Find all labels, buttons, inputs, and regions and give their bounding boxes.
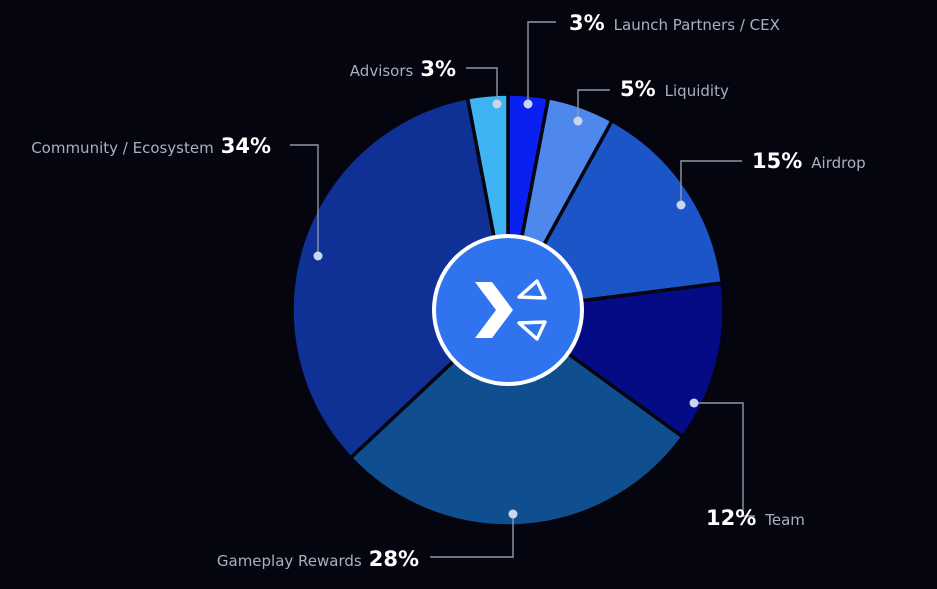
slice-percent-launch-partners: 3% — [569, 11, 605, 35]
slice-name-advisors: Advisors — [350, 62, 414, 80]
leader-dot-gameplay-rewards — [508, 509, 518, 519]
slice-label-advisors: Advisors 3% — [350, 57, 456, 81]
slice-percent-community-ecosystem: 34% — [221, 134, 271, 158]
leader-lines — [290, 21, 755, 558]
slice-label-community-ecosystem: Community / Ecosystem 34% — [31, 134, 271, 158]
slice-percent-team: 12% — [706, 506, 756, 530]
slice-labels: 3% Launch Partners / CEX 5% Liquidity 15% A… — [31, 11, 865, 571]
leader-dot-airdrop — [676, 200, 686, 210]
slice-percent-airdrop: 15% — [752, 149, 802, 173]
leader-dot-launch-partners — [523, 99, 533, 109]
slice-name-gameplay-rewards: Gameplay Rewards — [217, 552, 362, 570]
slice-label-gameplay-rewards: Gameplay Rewards 28% — [217, 547, 419, 571]
slice-name-team: Team — [764, 511, 805, 529]
pie-slice-gameplay-rewards — [348, 308, 685, 528]
leader-line-gameplay-rewards — [430, 514, 514, 558]
leader-line-team — [694, 402, 755, 517]
pie-slice-community-ecosystem — [290, 96, 510, 460]
leader-line-launch-partners — [527, 21, 556, 104]
slice-name-liquidity: Liquidity — [665, 82, 729, 100]
slice-name-community-ecosystem: Community / Ecosystem — [31, 139, 214, 157]
slice-name-launch-partners: Launch Partners / CEX — [614, 16, 780, 34]
slice-label-liquidity: 5% Liquidity — [620, 77, 729, 101]
leader-line-community-ecosystem — [290, 144, 319, 256]
slice-name-airdrop: Airdrop — [811, 154, 865, 172]
center-logo — [432, 234, 584, 386]
slice-label-launch-partners: 3% Launch Partners / CEX — [569, 11, 780, 35]
slice-percent-liquidity: 5% — [620, 77, 656, 101]
leader-line-advisors — [466, 67, 498, 104]
slice-label-team: 12% Team — [706, 506, 805, 530]
slice-percent-advisors: 3% — [420, 57, 456, 81]
leader-dot-community-ecosystem — [313, 251, 323, 261]
slice-percent-gameplay-rewards: 28% — [369, 547, 419, 571]
leader-dot-liquidity — [573, 116, 583, 126]
leader-line-airdrop — [680, 160, 742, 205]
leader-dot-team — [689, 398, 699, 408]
slice-label-airdrop: 15% Airdrop — [752, 149, 866, 173]
leader-line-liquidity — [577, 89, 610, 121]
leader-dot-advisors — [492, 99, 502, 109]
x-logo-icon — [475, 279, 547, 341]
